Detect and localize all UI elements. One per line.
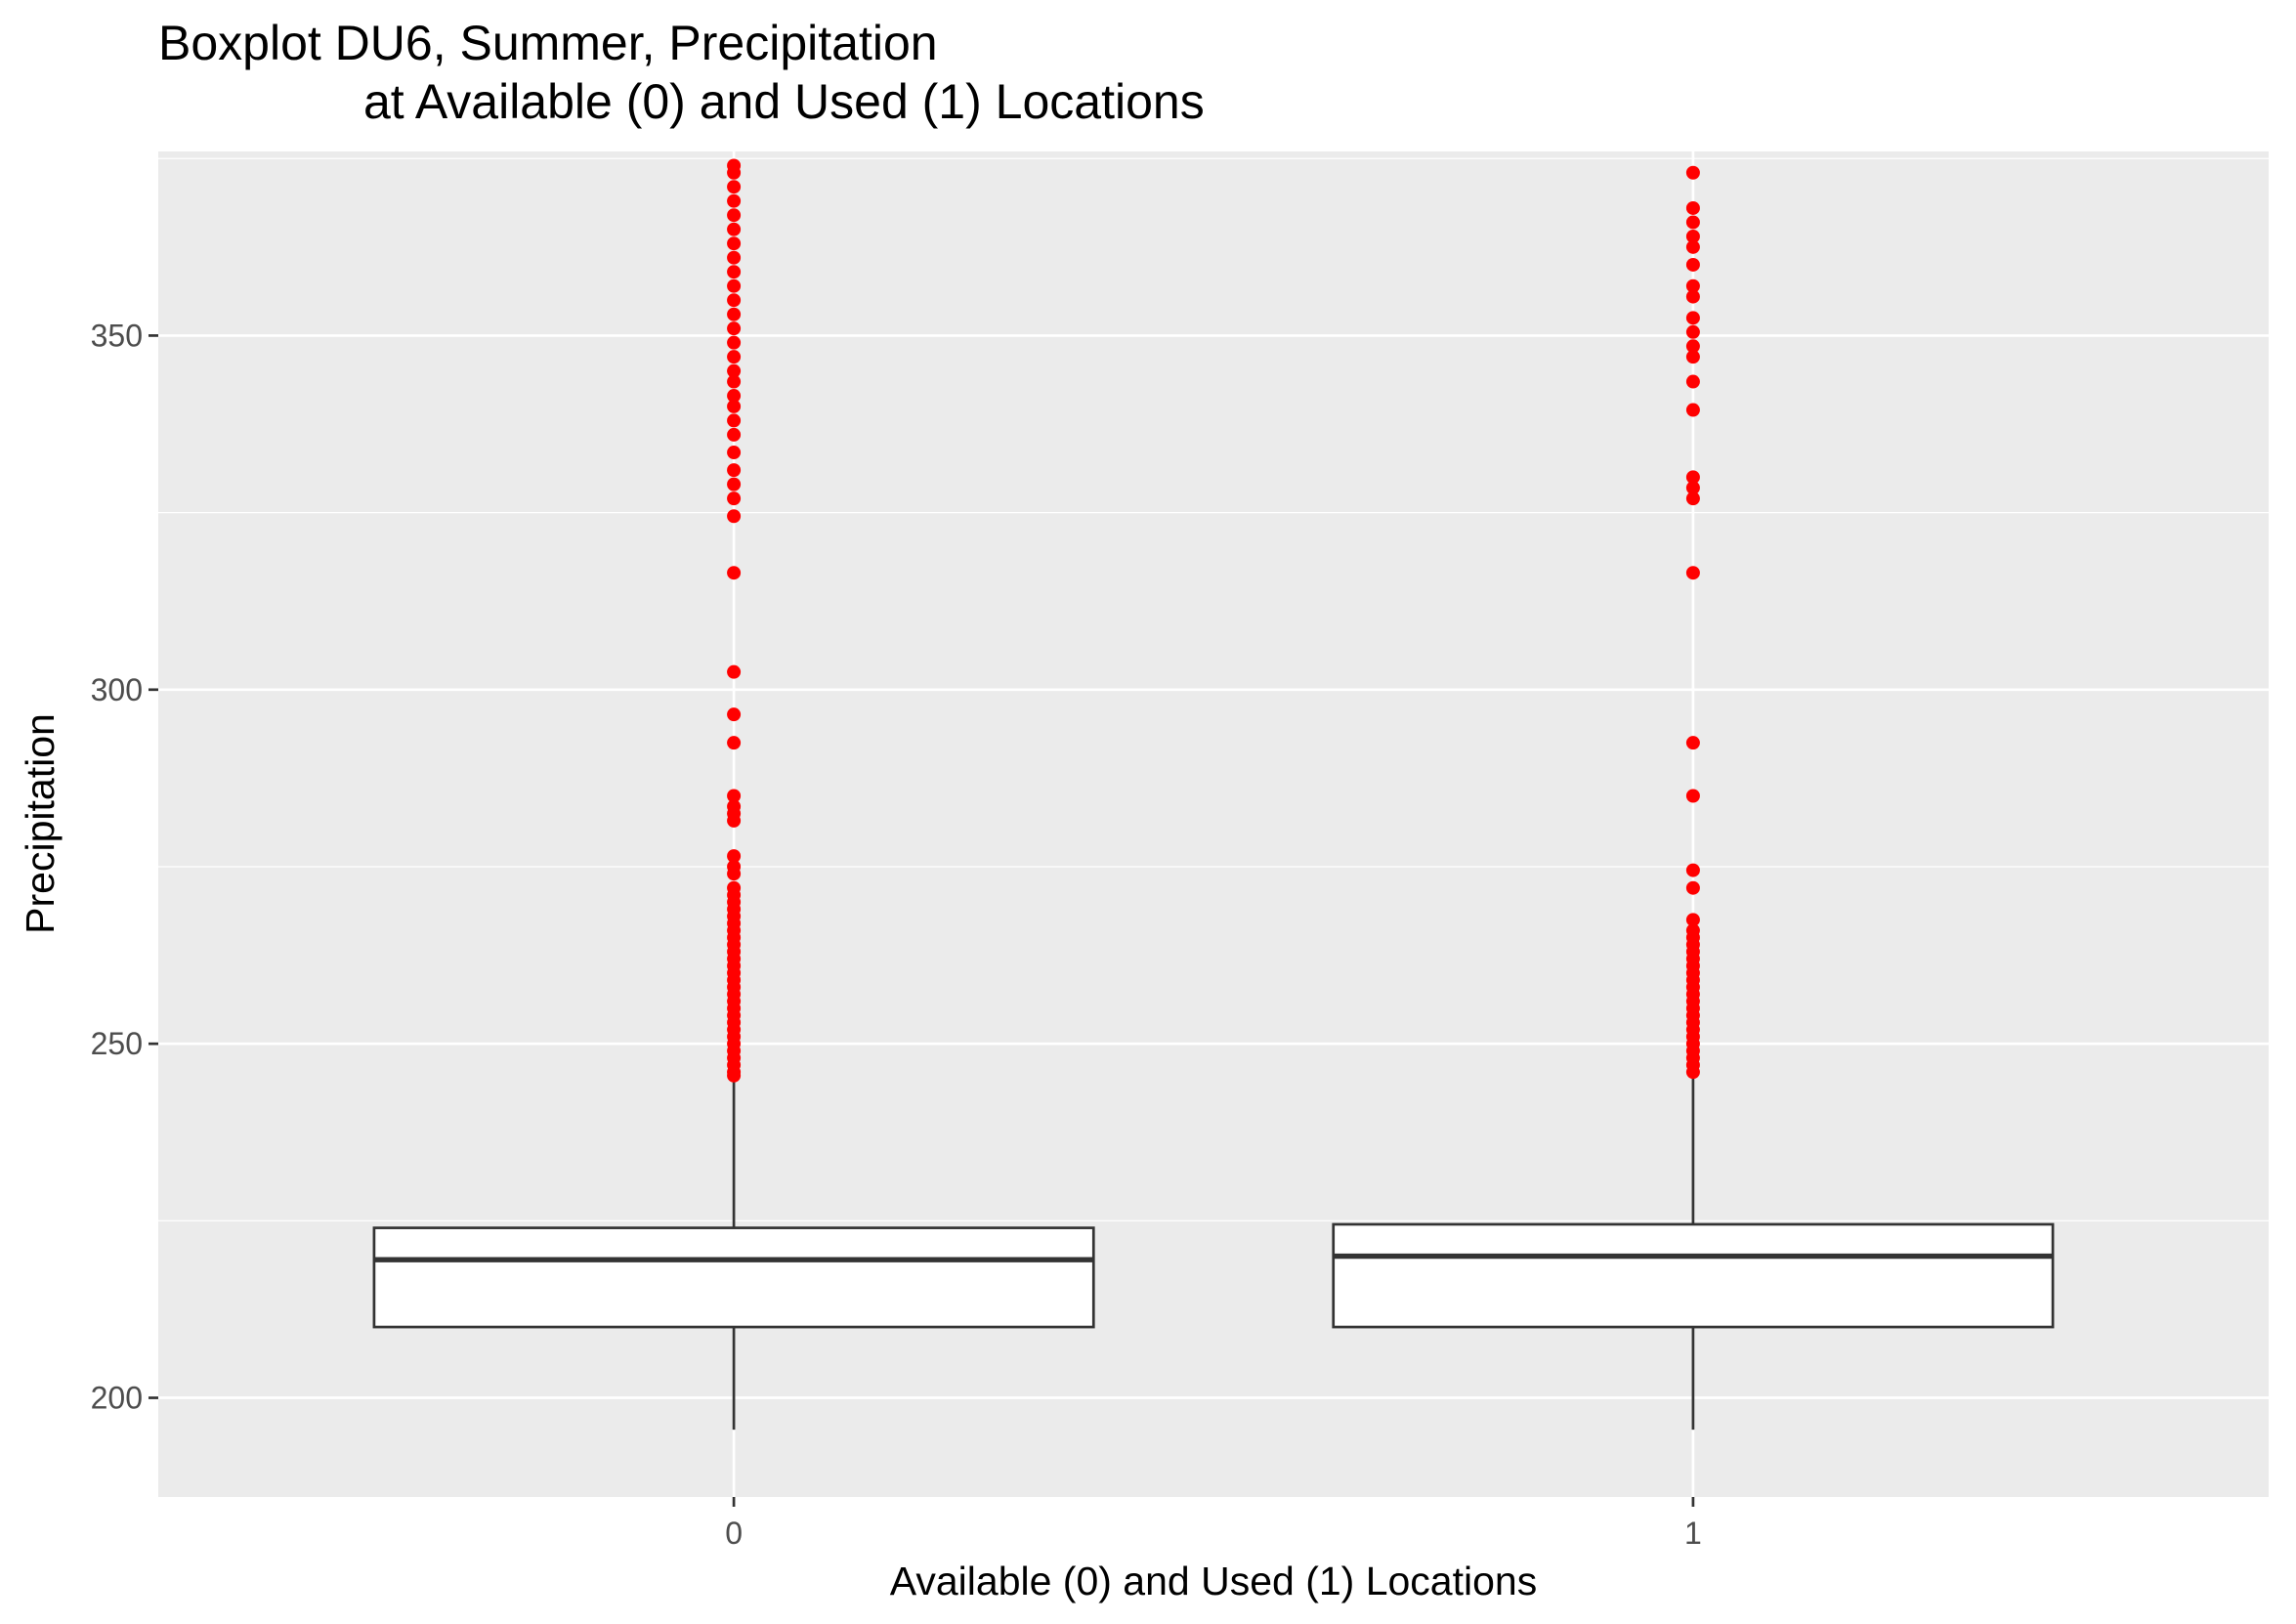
outlier-point (727, 321, 742, 336)
outlier-point (1685, 324, 1700, 339)
outlier-point (727, 477, 742, 491)
outlier-point (1685, 789, 1700, 803)
outlier-point (1685, 736, 1700, 750)
outlier-point (1685, 278, 1700, 293)
outlier-point (727, 566, 742, 580)
outlier-point (727, 158, 742, 173)
outlier-point (1685, 491, 1700, 506)
outlier-point (1685, 566, 1700, 580)
box-0 (372, 1079, 1095, 1431)
outlier-point (727, 399, 742, 413)
outlier-point (727, 350, 742, 364)
outlier-point (727, 799, 742, 814)
outlier-point (1685, 311, 1700, 325)
outliers-0 (727, 158, 742, 1083)
y-tick-label: 250 (91, 1026, 143, 1061)
outlier-point (1685, 215, 1700, 230)
outlier-point (1685, 289, 1700, 304)
outlier-layer (727, 158, 1700, 1083)
outlier-point (727, 789, 742, 803)
outlier-point (727, 664, 742, 679)
outliers-1 (1685, 165, 1700, 1080)
outlier-point (727, 389, 742, 404)
outlier-point (1685, 880, 1700, 895)
outlier-point (727, 491, 742, 506)
outlier-point (727, 374, 742, 389)
outlier-point (727, 427, 742, 442)
outlier-point (727, 736, 742, 750)
x-tick-label: 0 (725, 1516, 743, 1551)
outlier-point (1685, 913, 1700, 927)
outlier-point (1685, 470, 1700, 485)
y-axis-title: Precipitation (18, 713, 63, 934)
outlier-point (1685, 350, 1700, 364)
box-layer (372, 1072, 2055, 1431)
outlier-point (727, 509, 742, 524)
outlier-point (1685, 339, 1700, 354)
outlier-point (1685, 229, 1700, 243)
outlier-point (1685, 403, 1700, 417)
x-tick-label: 1 (1684, 1516, 1702, 1551)
y-tick-label: 350 (91, 318, 143, 353)
y-tick-label: 300 (91, 672, 143, 707)
outlier-point (1685, 239, 1700, 254)
chart-subtitle: at Available (0) and Used (1) Locations (363, 74, 1205, 129)
outlier-point (727, 265, 742, 279)
outlier-point (727, 222, 742, 236)
box-body (372, 1226, 1095, 1329)
chart-title: Boxplot DU6, Summer, Precipitation (158, 16, 938, 70)
outlier-point (727, 236, 742, 251)
outlier-point (1685, 374, 1700, 389)
outlier-point (727, 307, 742, 321)
outlier-point (1685, 923, 1700, 938)
outlier-point (727, 446, 742, 460)
outlier-point (1685, 200, 1700, 215)
outlier-point (727, 208, 742, 223)
box-1 (1332, 1072, 2055, 1431)
outlier-point (727, 363, 742, 378)
outlier-point (727, 335, 742, 350)
outlier-point (1685, 481, 1700, 495)
outlier-point (727, 180, 742, 194)
outlier-point (1685, 863, 1700, 877)
outlier-point (1685, 257, 1700, 272)
outlier-point (727, 193, 742, 208)
outlier-point (727, 463, 742, 478)
box-body (1332, 1222, 2055, 1329)
outlier-point (727, 859, 742, 874)
outlier-point (727, 880, 742, 895)
outlier-point (727, 293, 742, 308)
y-axis: 200 250 300 350 (91, 318, 158, 1416)
outlier-point (727, 413, 742, 428)
outlier-point (1685, 165, 1700, 180)
outlier-point (727, 250, 742, 265)
y-tick-label: 200 (91, 1381, 143, 1416)
outlier-point (727, 707, 742, 722)
outlier-point (727, 278, 742, 293)
outlier-point (727, 849, 742, 864)
x-axis-title: Available (0) and Used (1) Locations (890, 1559, 1537, 1603)
